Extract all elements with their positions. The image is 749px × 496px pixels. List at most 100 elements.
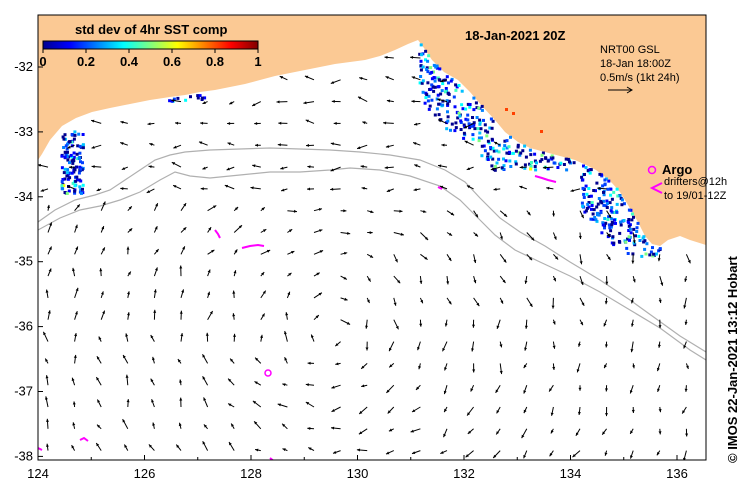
current-arrow-head: [519, 165, 523, 169]
sst-pixel: [607, 215, 611, 219]
current-arrow-head: [660, 282, 664, 286]
colorbar: std dev of 4hr SST comp 0 0.2 0.4 0.6 0.8 1: [39, 22, 261, 69]
current-arrow-head: [503, 213, 508, 217]
current-arrow-head: [630, 430, 633, 434]
current-arrow-head: [443, 390, 447, 395]
current-arrow-head: [630, 455, 633, 459]
current-arrow-head: [304, 75, 309, 79]
sst-pixel: [523, 163, 527, 167]
current-arrow-head: [572, 454, 576, 458]
sst-pixel: [433, 113, 437, 117]
current-arrow-head: [254, 381, 258, 385]
current-arrow-head: [411, 76, 416, 80]
sst-pixel: [203, 96, 207, 100]
current-arrow-head: [183, 227, 187, 231]
current-arrow-head: [523, 364, 527, 369]
sst-pixel: [421, 90, 425, 94]
sst-pixel: [444, 87, 448, 90]
sst-pixel: [74, 179, 78, 183]
sst-pixel: [455, 85, 459, 89]
current-arrow-head: [494, 141, 498, 145]
sst-pixel: [441, 99, 445, 103]
sst-pixel: [419, 43, 423, 47]
current-arrow-head: [183, 203, 187, 207]
current-arrow-head: [416, 386, 420, 390]
sst-pixel: [509, 165, 513, 168]
sst-pixel: [505, 139, 509, 143]
colorbar-ramp: [42, 40, 259, 50]
current-arrow-head: [335, 343, 339, 347]
sst-pixel: [75, 175, 79, 179]
current-arrow-head: [604, 344, 608, 348]
lon-tick-label: 130: [347, 466, 369, 481]
sst-pixel: [598, 172, 602, 176]
sst-pixel: [62, 137, 66, 141]
current-arrow-head: [531, 237, 535, 241]
sst-pixel: [504, 159, 508, 163]
sst-pixel: [468, 124, 472, 128]
sst-pixel: [480, 104, 484, 108]
sst-pixel: [600, 201, 604, 205]
sst-pixel: [619, 220, 623, 224]
current-arrow-head: [551, 305, 555, 309]
current-arrow-head: [155, 203, 158, 207]
current-arrow-head: [155, 267, 158, 271]
current-arrow-head: [443, 433, 447, 438]
current-arrow-head: [121, 167, 126, 170]
current-arrow-head: [657, 258, 661, 262]
sst-pixel: [81, 187, 84, 191]
sst-pixel: [68, 176, 72, 180]
current-arrow-head: [120, 120, 124, 124]
current-arrow-head: [67, 145, 71, 149]
sst-pixel: [76, 157, 80, 161]
current-arrow-head: [344, 251, 348, 255]
sst-pixel: [196, 96, 200, 100]
current-arrow-head: [580, 214, 584, 219]
current-arrow-head: [120, 187, 124, 191]
current-arrow-head: [47, 204, 50, 209]
current-arrow-head: [153, 309, 157, 313]
current-arrow-head: [209, 311, 213, 315]
sst-pixel: [480, 108, 484, 112]
sst-pixel: [581, 178, 585, 182]
sst-pixel: [472, 121, 476, 125]
sst-pixel: [430, 98, 434, 102]
sst-pixel: [426, 70, 430, 74]
sst-pixel: [528, 148, 532, 152]
current-arrow-head: [227, 122, 231, 125]
sst-pixel: [436, 76, 440, 80]
sst-pixel: [75, 152, 79, 156]
current-arrow-head: [232, 290, 236, 294]
sst-pixel: [478, 118, 482, 122]
current-arrow-head: [175, 121, 179, 125]
sst-pixel: [529, 167, 533, 171]
sst-pixel: [633, 243, 637, 247]
sst-pixel: [446, 103, 450, 107]
sst-pixel: [65, 155, 69, 158]
current-arrow-head: [629, 390, 633, 394]
current-arrow-head: [466, 167, 470, 170]
current-arrow-head: [71, 377, 75, 381]
current-arrow-head: [330, 168, 334, 172]
sst-pixel: [70, 140, 74, 144]
sst-pixel: [619, 223, 623, 227]
sst-pixel: [491, 157, 495, 161]
sst-pixel: [196, 94, 200, 98]
argo-legend-label: Argo: [662, 162, 692, 177]
sst-pixel: [582, 164, 585, 168]
current-arrow-head: [212, 205, 217, 209]
drifter-legend-label-1: drifters@12h: [664, 176, 727, 188]
sst-pixel: [475, 106, 479, 110]
sst-pixel: [430, 77, 434, 81]
current-arrow-head: [687, 259, 691, 264]
current-arrow-head: [386, 451, 390, 455]
sst-pixel: [618, 231, 622, 235]
sst-pixel: [618, 194, 622, 198]
current-arrow-head: [182, 246, 185, 250]
sst-pixel: [629, 231, 633, 235]
current-arrow-head: [442, 348, 446, 352]
current-arrow-head: [282, 423, 286, 427]
current-arrow-head: [318, 292, 322, 296]
sst-pixel: [428, 104, 432, 108]
sst-pixel: [597, 197, 601, 200]
